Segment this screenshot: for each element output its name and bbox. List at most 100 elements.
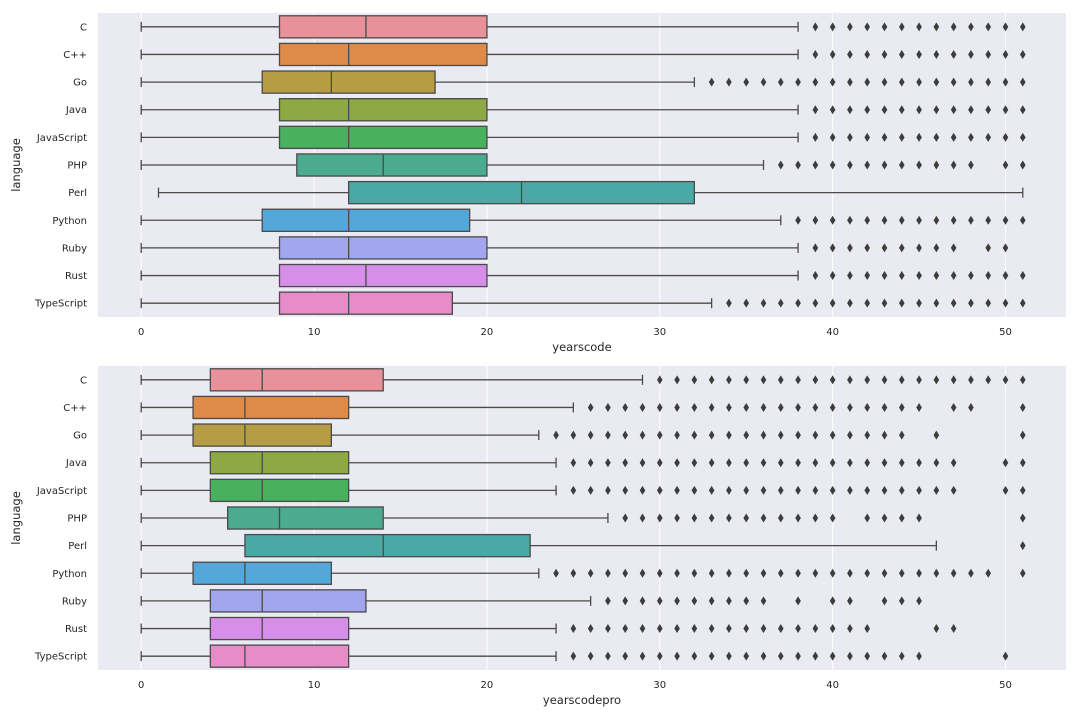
flier-point	[795, 458, 801, 468]
flier-point	[847, 568, 853, 578]
flier-point	[708, 624, 715, 634]
flier-point	[639, 430, 646, 440]
x-tick-label: 30	[653, 680, 666, 691]
flier-point	[760, 624, 767, 634]
flier-point	[847, 160, 853, 170]
flier-point	[812, 160, 819, 170]
y-tick-label: Java	[65, 458, 87, 469]
iqr-box	[209, 451, 350, 475]
flier-point	[898, 458, 905, 468]
flier-point	[743, 624, 750, 634]
flier-point	[950, 271, 957, 281]
flier-point	[829, 49, 836, 59]
flier-point	[847, 458, 853, 468]
flier-point	[829, 22, 836, 32]
flier-point	[968, 568, 974, 578]
flier-point	[777, 375, 784, 385]
flier-point	[881, 215, 888, 225]
flier-point	[605, 458, 611, 468]
flier-point	[1019, 271, 1026, 281]
flier-point	[656, 430, 663, 440]
flier-point	[743, 485, 750, 495]
flier-point	[570, 624, 577, 634]
flier-point	[881, 132, 888, 142]
flier-point	[829, 513, 836, 523]
flier-point	[829, 298, 836, 308]
flier-point	[985, 105, 992, 115]
iqr-box	[192, 561, 333, 585]
flier-point	[726, 568, 732, 578]
flier-point	[795, 375, 801, 385]
flier-point	[916, 271, 922, 281]
flier-point	[605, 485, 611, 495]
flier-point	[639, 485, 646, 495]
iqr-box	[278, 236, 488, 260]
flier-point	[1019, 132, 1026, 142]
flier-point	[950, 160, 957, 170]
flier-point	[726, 485, 732, 495]
flier-point	[553, 568, 559, 578]
flier-point	[708, 513, 715, 523]
y-tick-label: Ruby	[62, 596, 87, 607]
y-tick-label: PHP	[67, 161, 87, 172]
flier-point	[864, 651, 871, 661]
iqr-box	[261, 208, 471, 232]
flier-point	[570, 485, 577, 495]
flier-point	[639, 651, 646, 661]
x-tick-label: 0	[138, 680, 144, 691]
flier-point	[916, 298, 922, 308]
flier-point	[829, 596, 836, 606]
flier-point	[708, 485, 715, 495]
y-tick-label: C++	[63, 403, 87, 414]
box-PHP	[140, 153, 1026, 177]
flier-point	[933, 22, 940, 32]
box-Perl	[140, 533, 1026, 558]
flier-point	[570, 458, 577, 468]
flier-point	[639, 402, 646, 412]
iqr-box	[226, 506, 384, 530]
flier-point	[1002, 651, 1009, 661]
flier-point	[829, 160, 836, 170]
flier-point	[881, 105, 888, 115]
flier-point	[622, 651, 629, 661]
iqr-box	[278, 263, 488, 288]
flier-point	[916, 160, 922, 170]
flier-point	[622, 596, 629, 606]
flier-point	[916, 458, 922, 468]
y-tick-label: Ruby	[62, 243, 87, 254]
x-tick-label: 10	[308, 680, 321, 691]
flier-point	[829, 430, 836, 440]
flier-point	[829, 624, 836, 634]
flier-point	[812, 49, 819, 59]
flier-point	[795, 430, 801, 440]
flier-point	[985, 271, 992, 281]
box-Ruby	[140, 236, 1009, 260]
flier-point	[1002, 375, 1009, 385]
flier-point	[847, 375, 853, 385]
flier-point	[950, 132, 957, 142]
box-JavaScript	[140, 125, 1026, 150]
flier-point	[656, 513, 663, 523]
flier-point	[933, 430, 940, 440]
y-tick-label: Python	[52, 569, 87, 580]
box-Java	[140, 98, 1026, 122]
flier-point	[1019, 22, 1026, 32]
flier-point	[1019, 375, 1026, 385]
flier-point	[743, 298, 750, 308]
flier-point	[691, 458, 698, 468]
flier-point	[916, 49, 922, 59]
flier-point	[985, 568, 992, 578]
flier-point	[674, 485, 680, 495]
flier-point	[933, 105, 940, 115]
flier-point	[1002, 298, 1009, 308]
flier-point	[1019, 77, 1026, 87]
flier-point	[674, 430, 680, 440]
flier-point	[777, 298, 784, 308]
flier-point	[829, 568, 836, 578]
flier-point	[881, 375, 888, 385]
flier-point	[622, 624, 629, 634]
iqr-box	[209, 616, 350, 641]
y-axis-label: language	[9, 138, 23, 192]
flier-point	[950, 49, 957, 59]
